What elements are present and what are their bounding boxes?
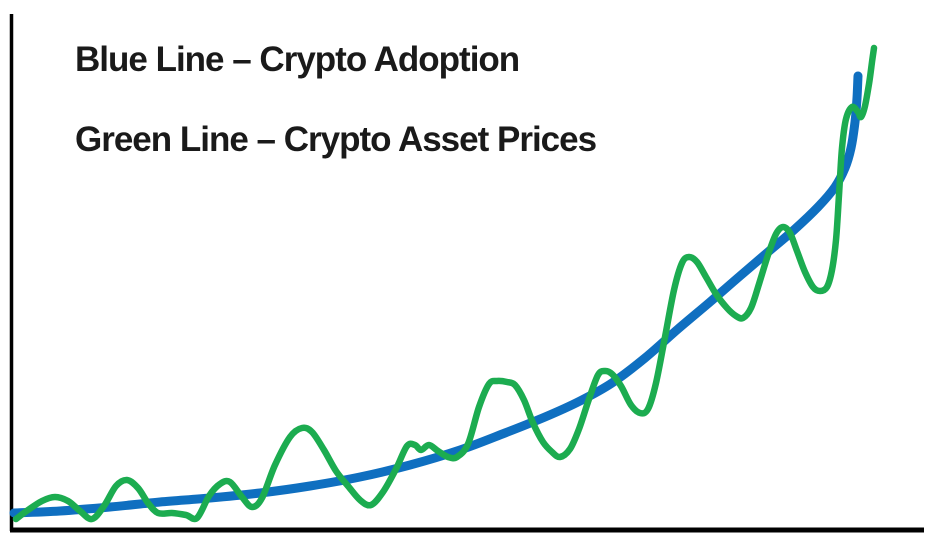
legend-item-green-prices: Green Line – Crypto Asset Prices: [75, 120, 597, 159]
prices-line: [12, 44, 878, 523]
legend-item-blue-adoption: Blue Line – Crypto Adoption: [75, 40, 520, 79]
legend: Blue Line – Crypto Adoption Green Line –…: [75, 38, 597, 162]
